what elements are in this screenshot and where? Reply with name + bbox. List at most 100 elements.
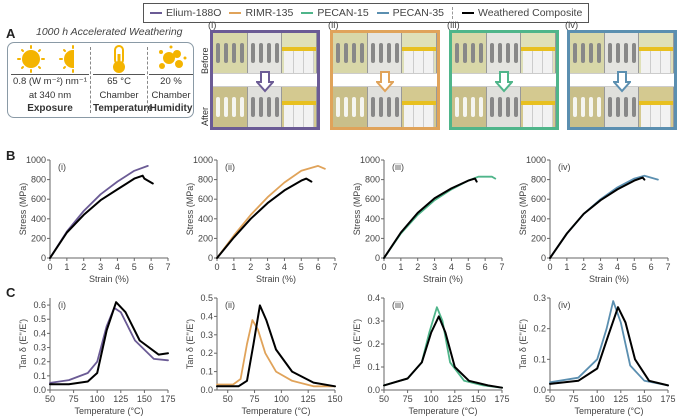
legend-label: Elium-188O	[166, 7, 222, 19]
divider	[90, 47, 91, 113]
specimen-image	[213, 33, 248, 73]
x-tick-label: 0	[214, 262, 219, 272]
y-tick-label: 0	[208, 253, 213, 263]
y-tick-label: 400	[198, 214, 213, 224]
chart-B-1: 0 200 400 600 800 1000 0 1 2 3 4 5 6 7 Strain (%) Stres…	[18, 155, 171, 284]
y-axis-label: Tan δ (E''/E')	[18, 319, 28, 369]
x-tick-label: 4	[282, 262, 287, 272]
y-tick-label: 600	[198, 194, 213, 204]
series-line-weathered-composite	[216, 304, 336, 388]
specimen-image	[486, 33, 522, 73]
x-tick-label: 4	[115, 262, 120, 272]
series-line-rimr-135	[216, 319, 336, 388]
x-tick-label: 2	[581, 262, 586, 272]
x-tick-label: 5	[632, 262, 637, 272]
y-tick-label: 0.2	[367, 339, 380, 349]
legend-swatch	[150, 12, 162, 14]
humidity-column: 20 % Chamber Humidity	[149, 43, 193, 117]
x-axis-label: Strain (%)	[589, 274, 629, 284]
y-tick-label: 800	[31, 175, 46, 185]
x-tick-label: 6	[649, 262, 654, 272]
specimen-image	[367, 33, 403, 73]
y-tick-label: 0.3	[533, 293, 546, 303]
x-tick-label: 150	[637, 394, 652, 404]
x-tick-label: 2	[81, 262, 86, 272]
specimen-image	[402, 33, 438, 73]
series-line-pecan-35	[549, 300, 669, 387]
before-row	[570, 33, 675, 73]
specimen-image	[639, 33, 675, 73]
down-arrow-icon	[495, 71, 513, 93]
specimen-image	[282, 33, 318, 73]
humidity-value: 20 %	[149, 74, 193, 87]
x-tick-label: 50	[379, 394, 389, 404]
specimen-image	[604, 33, 640, 73]
x-axis-label: Temperature (°C)	[408, 406, 477, 416]
y-tick-label: 0.2	[200, 348, 213, 358]
y-tick-label: 400	[531, 214, 546, 224]
chart-B-2: 0 200 400 600 800 1000 0 1 2 3 4 5 6 7 Strain (%) Stres…	[185, 155, 338, 284]
chart-B-3: 0 200 400 600 800 1000 0 1 2 3 4 5 6 7 Strain (%) Stres…	[352, 155, 505, 284]
x-tick-label: 1	[231, 262, 236, 272]
series-line-weathered-composite	[549, 306, 669, 387]
y-tick-label: 0	[375, 253, 380, 263]
after-row	[333, 87, 438, 127]
x-tick-label: 5	[299, 262, 304, 272]
specimen-image	[333, 87, 368, 127]
y-tick-label: 200	[365, 233, 380, 243]
specimen-image	[247, 87, 283, 127]
specimen-image	[486, 87, 522, 127]
panel-c-letter: C	[6, 285, 16, 300]
legend-item: RIMR-135	[229, 7, 293, 19]
y-tick-label: 0.1	[33, 371, 46, 381]
x-axis-label: Strain (%)	[256, 274, 296, 284]
specimen-photo	[567, 30, 677, 130]
x-tick-label: 6	[149, 262, 154, 272]
x-tick-label: 7	[499, 262, 504, 272]
y-tick-label: 0.0	[367, 385, 380, 395]
down-arrow-icon	[256, 71, 274, 93]
legend-swatch	[301, 12, 314, 14]
x-tick-label: 75	[250, 394, 260, 404]
x-tick-label: 125	[301, 394, 316, 404]
x-tick-label: 2	[415, 262, 420, 272]
temperature-column: 65 °C Chamber Temperature	[93, 43, 153, 117]
x-axis-label: Temperature (°C)	[574, 406, 643, 416]
y-tick-label: 0.1	[200, 367, 213, 377]
legend-separator	[452, 7, 454, 19]
specimen-image	[213, 87, 248, 127]
x-tick-label: 100	[590, 394, 605, 404]
weathering-conditions-box: 0.8 (W m⁻²) nm⁻¹ at 340 nm Exposure 65 °…	[7, 42, 194, 118]
chart-C-4: 0.0 0.1 0.2 0.3 50 75 100 125 150 175 Temperature …	[518, 293, 676, 416]
temperature-sub: Chamber	[99, 90, 139, 101]
y-tick-label: 0	[41, 253, 46, 263]
y-tick-label: 200	[31, 233, 46, 243]
x-tick-label: 7	[165, 262, 170, 272]
chart-C-1: 0.0 0.1 0.2 0.3 0.4 0.5 0.6 50 75 100 125 150 175 Tem…	[18, 298, 176, 416]
x-tick-label: 150	[471, 394, 486, 404]
specimen-image	[402, 87, 438, 127]
photo-label: (ii)	[328, 20, 339, 31]
series-line-weathered-composite	[549, 176, 646, 259]
y-tick-label: 0.2	[33, 357, 46, 367]
specimen-image	[282, 87, 318, 127]
panel-label: (iii)	[392, 162, 404, 172]
x-tick-label: 1	[64, 262, 69, 272]
y-tick-label: 0.6	[33, 300, 46, 310]
x-tick-label: 3	[598, 262, 603, 272]
exposure-column: 0.8 (W m⁻²) nm⁻¹ at 340 nm Exposure	[11, 43, 89, 117]
y-axis-label: Stress (MPa)	[185, 183, 195, 236]
legend: Elium-188O RIMR-135 PECAN-15 PECAN-35 Weathe…	[143, 3, 590, 23]
down-arrow-icon	[376, 71, 394, 93]
legend-label: RIMR-135	[245, 7, 294, 19]
y-tick-label: 200	[198, 233, 213, 243]
exposure-sub: at 340 nm	[28, 90, 72, 101]
y-tick-label: 0.5	[33, 314, 46, 324]
thermometer-icon	[113, 45, 125, 73]
y-tick-label: 0.4	[200, 311, 213, 321]
x-tick-label: 0	[381, 262, 386, 272]
y-tick-label: 600	[531, 194, 546, 204]
y-tick-label: 0.3	[200, 330, 213, 340]
specimen-image	[452, 87, 487, 127]
x-tick-label: 75	[569, 394, 579, 404]
